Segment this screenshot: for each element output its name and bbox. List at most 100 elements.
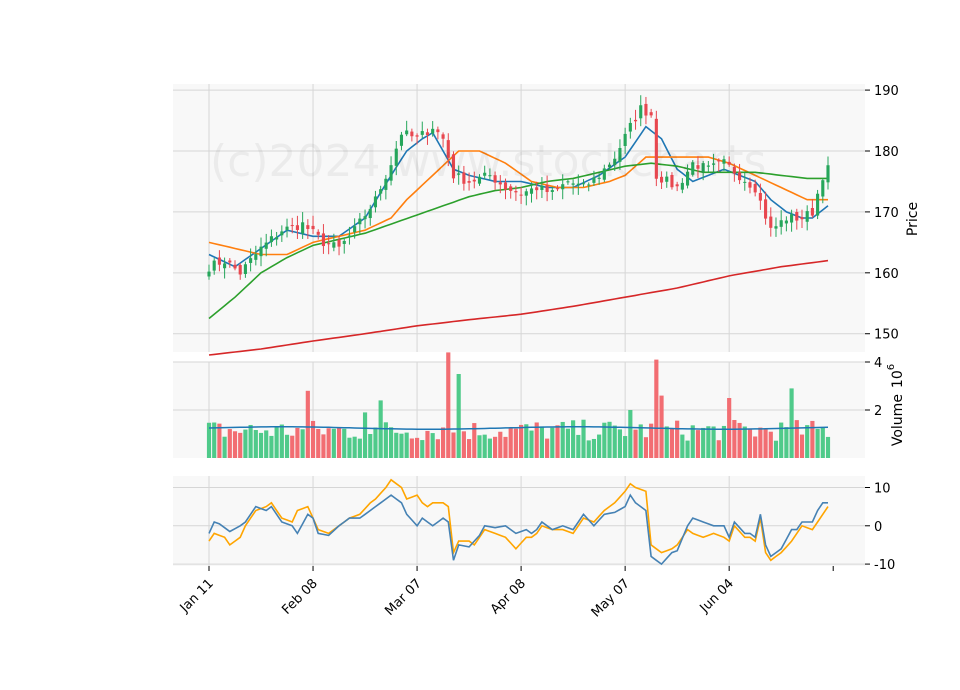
candle-body (285, 226, 289, 230)
candle (467, 172, 471, 191)
volume-bar (498, 431, 503, 458)
volume-bar (810, 420, 815, 458)
candle (764, 191, 768, 225)
candle-body (275, 237, 279, 240)
candle-body (373, 196, 378, 208)
volume-bar (799, 434, 805, 458)
candle (613, 151, 617, 171)
candle-body (368, 208, 372, 219)
price-ytick-label: 170 (874, 206, 899, 221)
candle-body (394, 148, 398, 166)
candle (748, 177, 752, 194)
candle-body (269, 236, 273, 243)
candle-body (680, 182, 684, 190)
candle (509, 184, 513, 199)
candle-body (405, 130, 409, 135)
volume-bar (716, 440, 721, 458)
candle-body (217, 257, 221, 265)
candle-body (228, 260, 232, 263)
candle (425, 128, 430, 145)
volume-bar (274, 426, 279, 458)
price-panel: 150 160 170 180 190 (173, 84, 899, 356)
candle-body (618, 147, 622, 162)
candle-body (389, 165, 393, 181)
volume-bar (336, 427, 342, 458)
volume-bar (243, 429, 248, 458)
candle (223, 257, 227, 279)
volume-bar (212, 422, 217, 458)
volume-bar (550, 427, 555, 458)
volume-bar (222, 436, 227, 458)
volume-bar (316, 428, 321, 458)
candle-body (446, 140, 450, 158)
candle-body (259, 246, 263, 257)
volume-bar (695, 430, 701, 458)
moving-average-line-4 (208, 259, 829, 356)
volume-bar (508, 428, 513, 458)
candle-body (451, 154, 456, 179)
candle-body (321, 233, 325, 247)
x-tick-label: Apr 08 (488, 576, 529, 617)
candle-body (410, 131, 414, 137)
volume-bar (342, 428, 347, 458)
candle (519, 187, 523, 204)
candle-body (249, 258, 253, 263)
candle-body (264, 242, 268, 249)
candle-body (379, 189, 383, 194)
candle (576, 174, 580, 195)
candle-body (431, 128, 435, 134)
price-ytick-label: 160 (874, 267, 899, 282)
candle (743, 172, 747, 191)
candle-body (295, 225, 299, 230)
oscillator-ytick-label: -10 (874, 558, 895, 573)
volume-bar (394, 432, 399, 458)
candle-body (347, 235, 352, 238)
candle (514, 185, 518, 201)
candle-body (659, 176, 664, 183)
volume-bar (467, 439, 472, 458)
candle-body (540, 185, 544, 190)
volume-bar (300, 429, 305, 458)
volume-bar (773, 440, 779, 458)
candle (816, 189, 820, 220)
volume-bar (414, 437, 420, 458)
candle (529, 182, 534, 203)
candle-body (701, 163, 705, 172)
candle (384, 174, 388, 200)
volume-average-line (208, 426, 829, 430)
candle-body (581, 183, 586, 185)
volume-bar (399, 433, 404, 458)
candle (290, 217, 294, 234)
candle-body (509, 186, 513, 191)
candle (805, 205, 809, 231)
candle (592, 170, 596, 186)
candle-body (748, 182, 752, 188)
candle (810, 199, 814, 218)
candle-body (675, 184, 679, 187)
volume-bar (607, 421, 612, 458)
candle (379, 185, 383, 201)
candle-body (592, 177, 596, 183)
candle (727, 156, 731, 167)
volume-axis-exponent: 6 (886, 364, 897, 370)
candle-body (805, 211, 809, 222)
moving-average-line-1 (208, 125, 829, 268)
candle (243, 261, 247, 278)
volume-bar (482, 434, 487, 458)
candle (561, 174, 565, 200)
candle (217, 250, 221, 272)
candle (238, 263, 242, 280)
candle-body (503, 182, 508, 190)
candle (410, 128, 414, 142)
candle (483, 165, 487, 180)
candle-body (816, 193, 820, 216)
candle (347, 226, 352, 245)
candle (535, 181, 539, 200)
volume-bar (711, 426, 716, 458)
price-background (173, 84, 865, 352)
volume-bar (524, 424, 529, 458)
candle (275, 231, 279, 246)
volume-bar (586, 440, 591, 458)
volume-bar (404, 432, 409, 458)
candle (654, 110, 658, 187)
